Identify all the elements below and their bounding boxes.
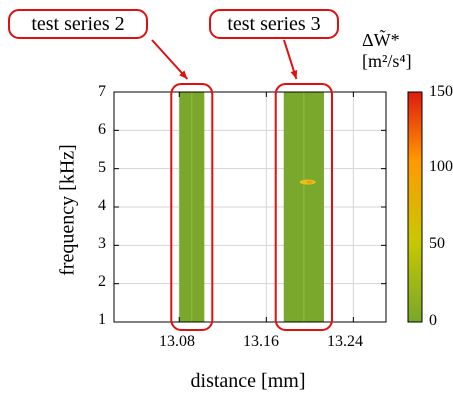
y-tick-label: 4 bbox=[98, 197, 106, 214]
callout-arrow-series-2-head bbox=[179, 70, 188, 79]
highlight-box-series-2 bbox=[170, 83, 214, 331]
highlight-box-series-3 bbox=[274, 83, 333, 331]
y-tick-label: 1 bbox=[98, 311, 106, 328]
colorbar bbox=[407, 91, 423, 323]
y-tick-label: 5 bbox=[98, 159, 106, 176]
y-tick-label: 6 bbox=[98, 121, 106, 138]
hotspot-core bbox=[306, 180, 313, 184]
x-tick-label: 13.08 bbox=[159, 333, 195, 350]
x-axis-label: distance [mm] bbox=[190, 370, 306, 392]
y-axis-label: frequency [kHz] bbox=[56, 144, 79, 276]
colorbar-label: ΔW̃* [m²/s⁴] bbox=[362, 30, 412, 71]
x-tick-label: 13.16 bbox=[243, 333, 279, 350]
y-tick-label: 3 bbox=[98, 235, 106, 252]
colorbar-tick: 50 bbox=[429, 235, 445, 252]
colorbar-tick: 0 bbox=[429, 312, 437, 329]
callout-arrow-series-3-head bbox=[290, 70, 298, 79]
x-tick-label: 13.24 bbox=[327, 333, 363, 350]
y-tick-label: 7 bbox=[98, 83, 106, 100]
colorbar-tick: 100 bbox=[429, 158, 453, 175]
y-tick-label: 2 bbox=[98, 273, 106, 290]
callout-test-series-2: test series 2 bbox=[8, 9, 148, 39]
colorbar-tick: 150 bbox=[429, 83, 453, 100]
callout-test-series-3: test series 3 bbox=[209, 9, 339, 39]
callout-arrow-series-2 bbox=[151, 39, 189, 80]
